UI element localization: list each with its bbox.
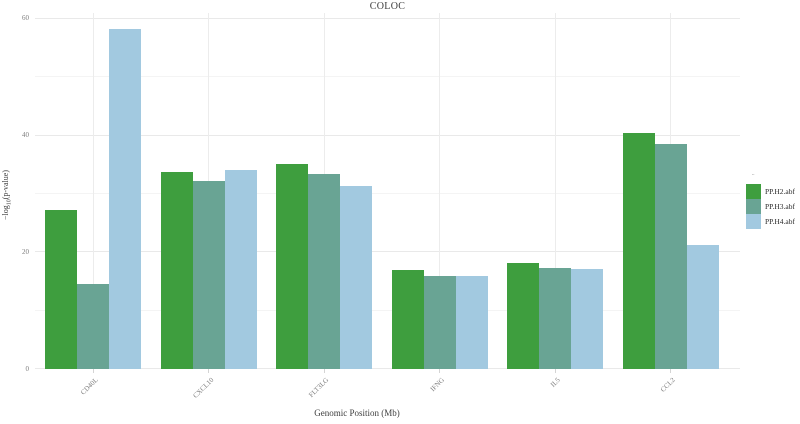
- bar: [455, 275, 488, 369]
- x-tick-label: IFNG: [428, 376, 447, 394]
- legend-items: PP.H2.abf PP.H3.abf PP.H4.abf: [746, 184, 795, 229]
- x-tick-label: CCL2: [659, 376, 678, 394]
- legend-title: ..: [752, 172, 755, 177]
- y-tick-label: 60: [22, 14, 29, 23]
- legend-item: PP.H3.abf: [746, 199, 795, 214]
- chart-title: COLOC: [369, 1, 406, 12]
- bar: [308, 173, 340, 369]
- bar: [109, 29, 141, 369]
- legend-swatch: [746, 214, 761, 229]
- x-tick-mark: [670, 369, 671, 373]
- x-tick-mark: [323, 369, 325, 373]
- y-axis-title: −log10(p-value): [1, 135, 13, 255]
- x-axis: CD40L CXCL10 FLT3LG IFNG IL5 CCL2: [35, 369, 740, 424]
- legend: .. PP.H2.abf PP.H3.abf PP.H4.abf: [746, 172, 795, 229]
- plot-panel: [35, 13, 740, 369]
- bar: [224, 170, 257, 369]
- y-axis-title-subscript: 10: [6, 199, 13, 206]
- legend-label: PP.H3.abf: [765, 202, 796, 211]
- x-tick-mark: [208, 369, 209, 373]
- legend-item: PP.H2.abf: [746, 184, 795, 199]
- x-tick-label: FLT3LG: [307, 376, 331, 400]
- x-tick-label: CD40L: [79, 376, 100, 397]
- y-tick-label: 20: [22, 247, 29, 256]
- y-tick-label: 40: [22, 131, 29, 140]
- bar: [539, 268, 571, 369]
- x-tick-mark: [439, 369, 440, 373]
- bar: [45, 210, 77, 369]
- gridline-vertical: [554, 13, 556, 369]
- x-tick-mark: [92, 369, 94, 373]
- gridline-horizontal-major: [35, 17, 740, 19]
- gridline-horizontal-minor: [35, 192, 740, 194]
- gridline-horizontal-major: [35, 368, 740, 369]
- legend-swatch: [746, 184, 761, 199]
- gridline-vertical: [439, 13, 440, 369]
- legend-swatch: [746, 199, 761, 214]
- x-axis-title: Genomic Position (Mb): [314, 408, 400, 418]
- bar: [77, 283, 109, 369]
- x-tick-label: IL5: [548, 376, 562, 389]
- y-tick-label: 0: [25, 364, 30, 373]
- bar: [160, 171, 193, 369]
- bar: [276, 164, 308, 369]
- legend-item: PP.H4.abf: [746, 214, 795, 229]
- gridline-horizontal-major: [35, 134, 740, 136]
- bar: [654, 144, 687, 369]
- x-tick-mark: [554, 369, 556, 373]
- bar: [192, 181, 225, 369]
- x-tick-label: CXCL10: [191, 376, 216, 400]
- gridline-horizontal-minor: [35, 309, 740, 311]
- bar: [340, 186, 372, 369]
- y-axis-title-suffix: (p-value): [1, 169, 10, 200]
- bar: [571, 268, 603, 369]
- legend-label: PP.H2.abf: [765, 187, 796, 196]
- gridline-horizontal-major: [35, 251, 740, 253]
- legend-label: PP.H4.abf: [765, 217, 796, 226]
- gridline-vertical: [92, 13, 94, 369]
- y-axis-title-text: −log: [1, 205, 10, 221]
- gridline-horizontal-minor: [35, 76, 740, 78]
- bar: [686, 245, 719, 369]
- bar: [507, 262, 539, 369]
- bar: [622, 133, 655, 369]
- bar: [423, 276, 456, 369]
- bar: [391, 270, 424, 369]
